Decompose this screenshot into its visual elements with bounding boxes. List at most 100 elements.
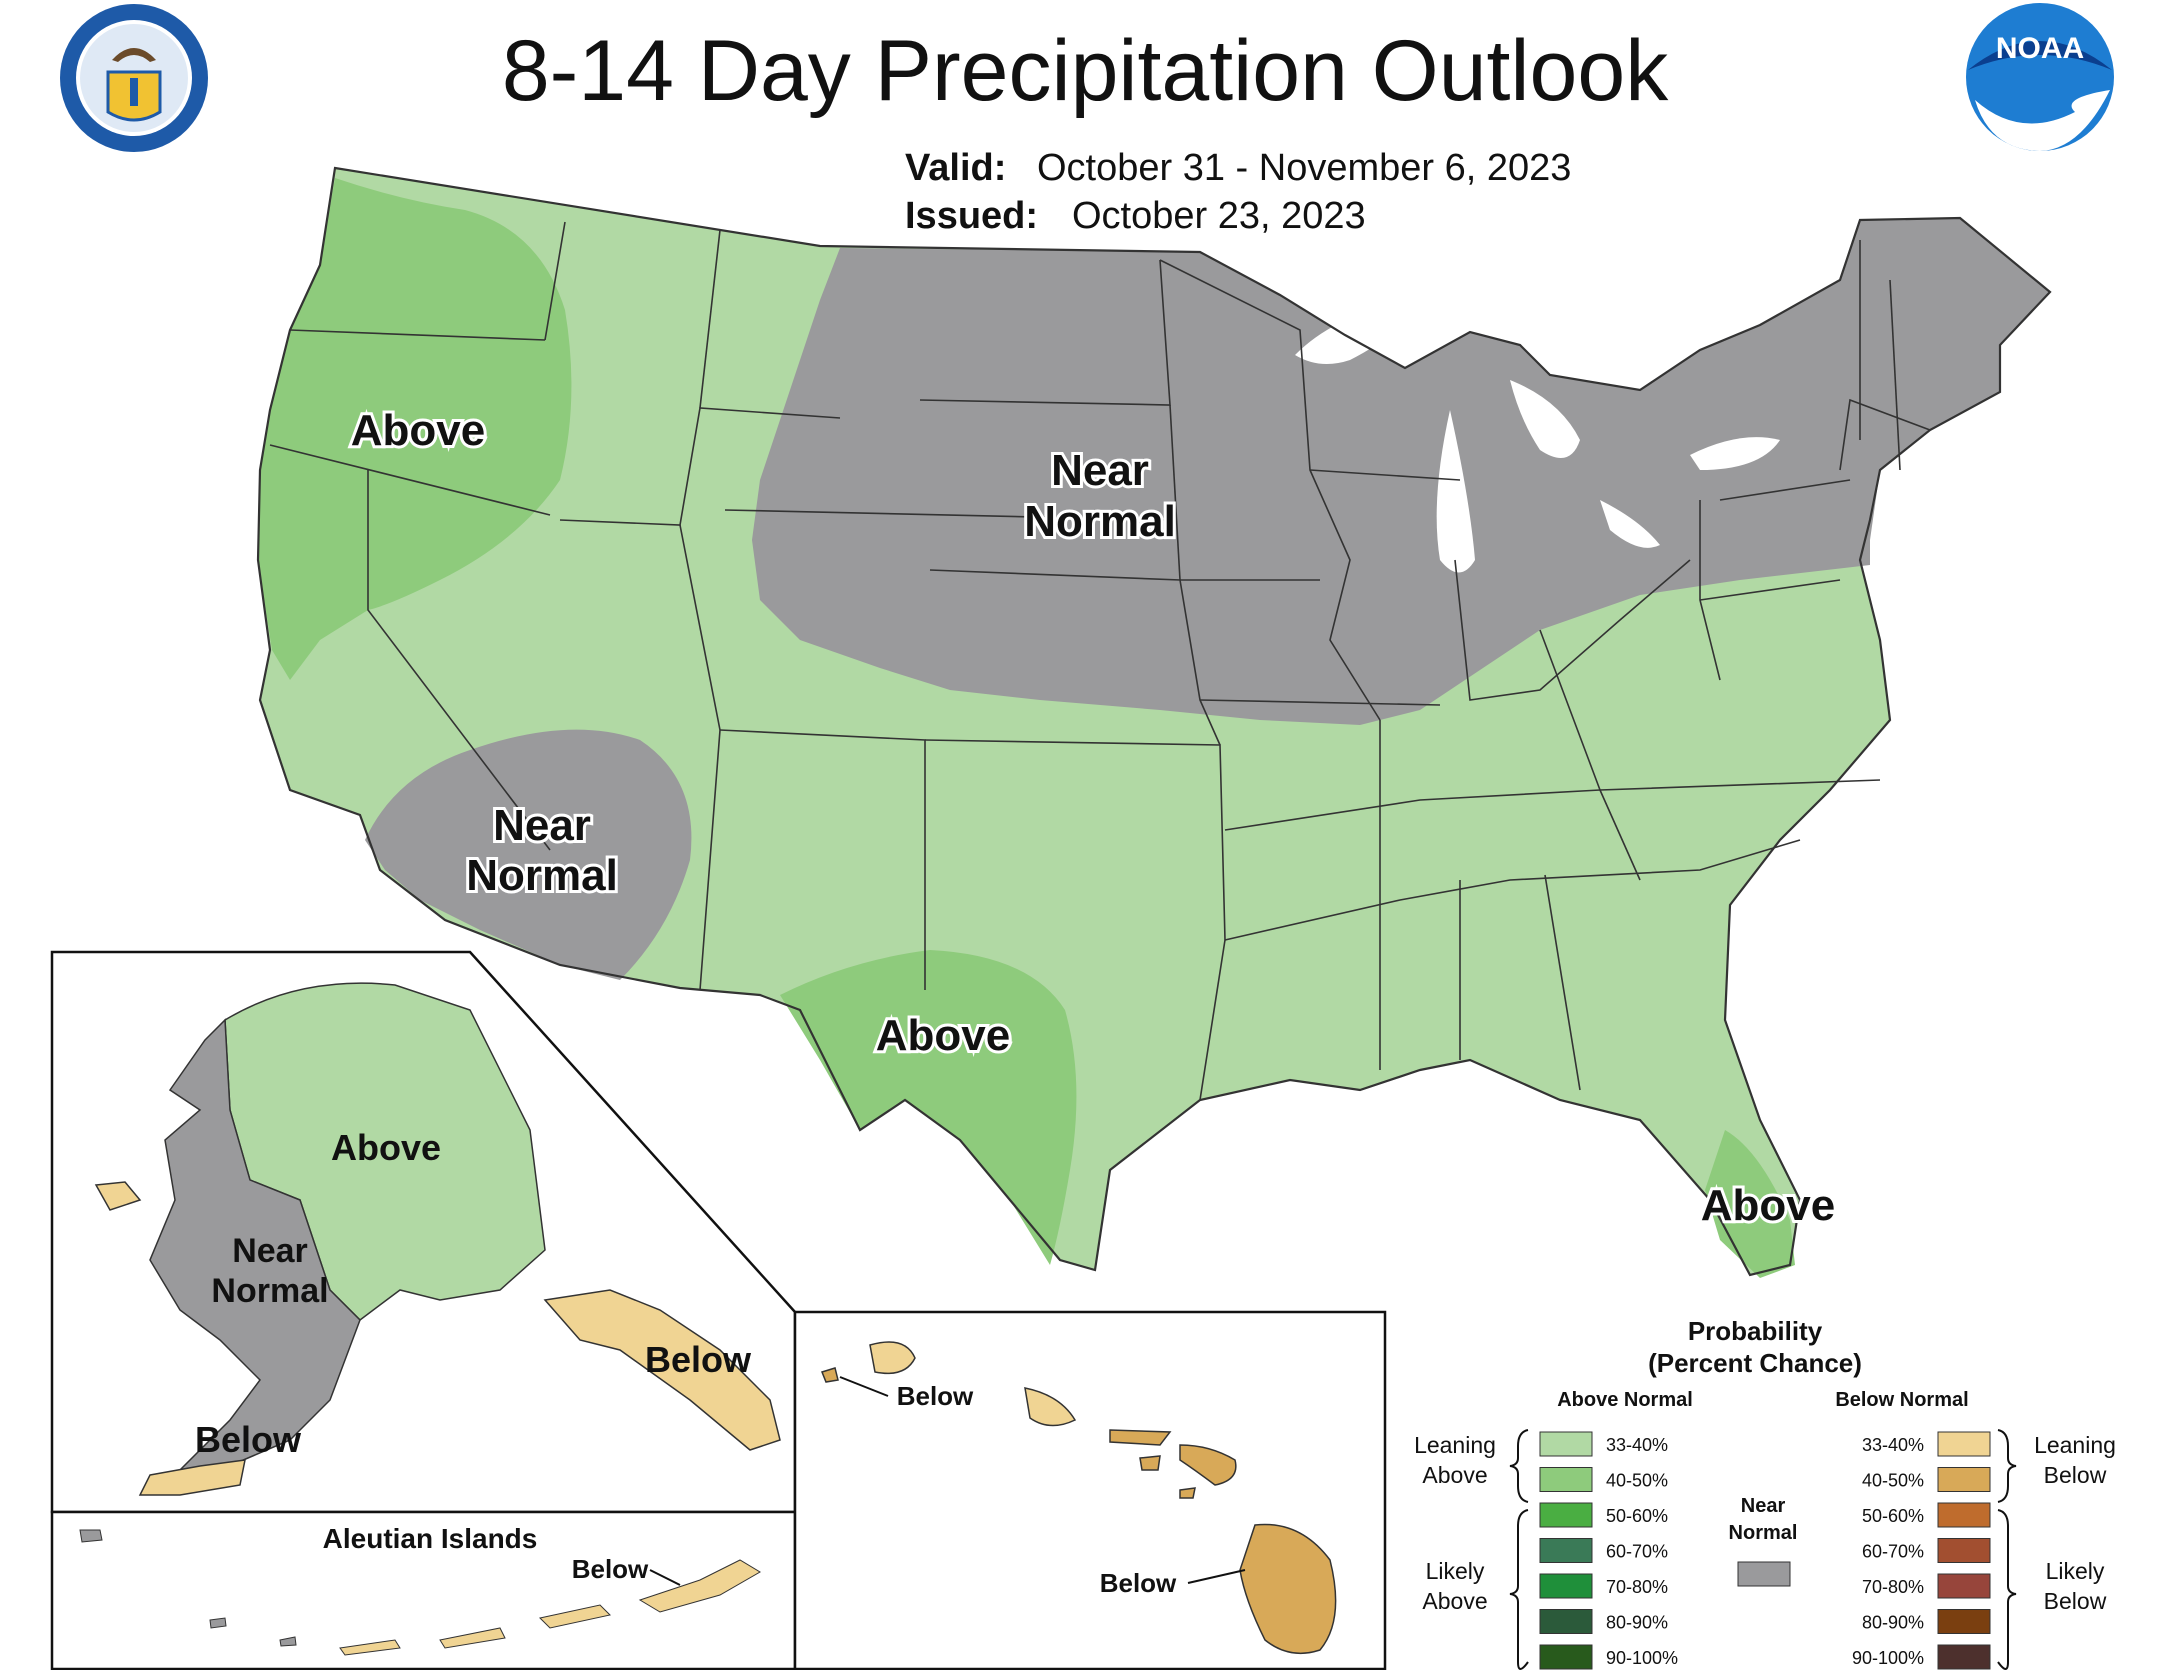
alaska-label-below-panhandle: Below bbox=[645, 1339, 752, 1380]
alaska-label-below-south: Below bbox=[195, 1419, 302, 1460]
legend-title-2: (Percent Chance) bbox=[1648, 1348, 1862, 1378]
legend-likely-above-2: Above bbox=[1422, 1588, 1487, 1614]
label-above-florida: Above bbox=[1701, 1181, 1835, 1230]
legend-above-label-4: 70-80% bbox=[1606, 1577, 1668, 1597]
hawaii-label-below-big-island: Below bbox=[1100, 1568, 1177, 1598]
legend-below-swatch-6 bbox=[1937, 1644, 1991, 1670]
legend-below-swatch-2 bbox=[1937, 1502, 1991, 1528]
noaa-logo-icon: NOAA bbox=[1966, 3, 2114, 151]
legend-above-label-0: 33-40% bbox=[1606, 1435, 1668, 1455]
great-lakes bbox=[1295, 300, 1780, 573]
legend-near-normal-1: Near bbox=[1741, 1495, 1786, 1517]
noaa-logo-text: NOAA bbox=[1996, 32, 2084, 65]
label-near-normal-central-2: Normal bbox=[1024, 497, 1176, 546]
alaska-southwest-below-area bbox=[138, 1459, 246, 1496]
legend-above-swatch-4 bbox=[1539, 1573, 1593, 1599]
legend-leaning-above-1: Leaning bbox=[1414, 1432, 1496, 1458]
island-big-island bbox=[1239, 1523, 1337, 1655]
label-near-normal-central-1: Near bbox=[1051, 446, 1149, 495]
state-borders bbox=[256, 166, 2052, 1277]
legend-above-label-5: 80-90% bbox=[1606, 1613, 1668, 1633]
alaska-panhandle-below-area bbox=[543, 1289, 781, 1451]
legend-above-swatch-1 bbox=[1539, 1467, 1593, 1492]
conus-map: Above Near Normal Near Normal Above Abov… bbox=[256, 166, 2052, 1278]
island-lanai bbox=[1139, 1455, 1161, 1471]
legend-above-swatch-6 bbox=[1539, 1644, 1593, 1670]
legend-above-swatch-3 bbox=[1539, 1538, 1593, 1563]
aleutian-islands-chain bbox=[339, 1559, 761, 1656]
aleutian-inset: Aleutian Islands Below bbox=[50, 1510, 797, 1670]
label-near-normal-southwest-2: Normal bbox=[466, 851, 618, 900]
island-niihau bbox=[821, 1367, 839, 1383]
label-above-texas: Above bbox=[876, 1011, 1010, 1060]
legend-leaning-below-1: Leaning bbox=[2034, 1432, 2116, 1458]
hawaii-big-island-leader bbox=[1187, 1569, 1246, 1584]
legend-above-label-6: 90-100% bbox=[1606, 1648, 1678, 1668]
alaska-inset: Above Near Normal Below Below bbox=[50, 950, 797, 1514]
hawaii-islands bbox=[821, 1341, 1337, 1655]
legend-below-swatch-5 bbox=[1937, 1609, 1991, 1634]
legend-below-label-0: 33-40% bbox=[1862, 1435, 1924, 1455]
issued-label: Issued: bbox=[905, 195, 1038, 237]
page-title: 8-14 Day Precipitation Outlook bbox=[502, 23, 1669, 119]
alaska-west-island-below bbox=[94, 1181, 142, 1211]
conus-above-florida bbox=[1705, 1130, 1795, 1278]
legend-leaning-below-2: Below bbox=[2044, 1462, 2107, 1488]
alaska-label-near-normal-1: Near bbox=[232, 1232, 308, 1270]
label-above-pacific-northwest: Above bbox=[351, 406, 485, 455]
conus-above-pacific-northwest bbox=[258, 178, 572, 680]
legend-title-1: Probability bbox=[1688, 1316, 1823, 1346]
legend-below-label-2: 50-60% bbox=[1862, 1506, 1924, 1526]
legend: Probability (Percent Chance) Above Norma… bbox=[1414, 1316, 2116, 1670]
department-of-commerce-seal-icon bbox=[60, 4, 208, 152]
hawaii-kauai-leader bbox=[839, 1376, 889, 1397]
island-maui bbox=[1179, 1444, 1237, 1486]
legend-below-label-3: 60-70% bbox=[1862, 1542, 1924, 1562]
legend-above-swatch-0 bbox=[1539, 1431, 1593, 1457]
hawaii-inset: Below Below bbox=[793, 1310, 1387, 1670]
legend-leaning-above-2: Above bbox=[1422, 1462, 1487, 1488]
island-kauai bbox=[869, 1341, 916, 1375]
legend-below-swatch-4 bbox=[1937, 1573, 1991, 1599]
island-molokai bbox=[1109, 1429, 1172, 1446]
legend-above-swatch-5 bbox=[1539, 1609, 1593, 1634]
legend-below-swatch-3 bbox=[1937, 1538, 1991, 1563]
legend-below-label-4: 70-80% bbox=[1862, 1577, 1924, 1597]
legend-above-swatch-2 bbox=[1539, 1502, 1593, 1528]
aleutian-islands-near-normal bbox=[79, 1529, 297, 1647]
alaska-label-above: Above bbox=[331, 1127, 441, 1168]
conus-above-texas bbox=[780, 950, 1077, 1265]
island-kahoolawe bbox=[1179, 1487, 1196, 1499]
legend-above-header: Above Normal bbox=[1557, 1389, 1693, 1411]
aleutian-label-below: Below bbox=[572, 1554, 649, 1584]
legend-above-label-2: 50-60% bbox=[1606, 1506, 1668, 1526]
legend-likely-below-1: Likely bbox=[2046, 1558, 2105, 1584]
legend-above-label-3: 60-70% bbox=[1606, 1542, 1668, 1562]
aleutian-title: Aleutian Islands bbox=[323, 1523, 538, 1554]
legend-below-swatches: 33-40% 40-50% 50-60% 60-70% 70-80% 80-90% 90-1… bbox=[1852, 1431, 1991, 1670]
legend-above-label-1: 40-50% bbox=[1606, 1471, 1668, 1491]
legend-above-swatches: 33-40% 40-50% 50-60% 60-70% 70-80% 80-90% 90-1… bbox=[1539, 1431, 1678, 1670]
hawaii-label-below-kauai: Below bbox=[897, 1381, 974, 1411]
legend-below-label-5: 80-90% bbox=[1862, 1613, 1924, 1633]
conus-near-normal-central bbox=[752, 218, 2050, 725]
island-oahu bbox=[1024, 1387, 1077, 1427]
legend-below-header: Below Normal bbox=[1835, 1389, 1968, 1411]
valid-dates: October 31 - November 6, 2023 bbox=[1037, 147, 1571, 189]
legend-likely-below-2: Below bbox=[2044, 1588, 2107, 1614]
legend-braces bbox=[1509, 1429, 2017, 1670]
conus-near-normal-southwest bbox=[365, 729, 692, 980]
legend-likely-above-1: Likely bbox=[1426, 1558, 1485, 1584]
legend-near-normal-swatch bbox=[1737, 1561, 1791, 1587]
legend-below-label-1: 40-50% bbox=[1862, 1471, 1924, 1491]
label-near-normal-southwest-1: Near bbox=[493, 801, 591, 850]
legend-below-swatch-1 bbox=[1937, 1467, 1991, 1492]
legend-below-swatch-0 bbox=[1937, 1431, 1991, 1457]
aleutian-label-leader bbox=[649, 1569, 681, 1586]
legend-near-normal-2: Normal bbox=[1729, 1522, 1798, 1544]
legend-below-label-6: 90-100% bbox=[1852, 1648, 1924, 1668]
issued-date: October 23, 2023 bbox=[1072, 195, 1366, 237]
alaska-label-near-normal-2: Normal bbox=[211, 1272, 328, 1310]
valid-label: Valid: bbox=[905, 147, 1006, 189]
